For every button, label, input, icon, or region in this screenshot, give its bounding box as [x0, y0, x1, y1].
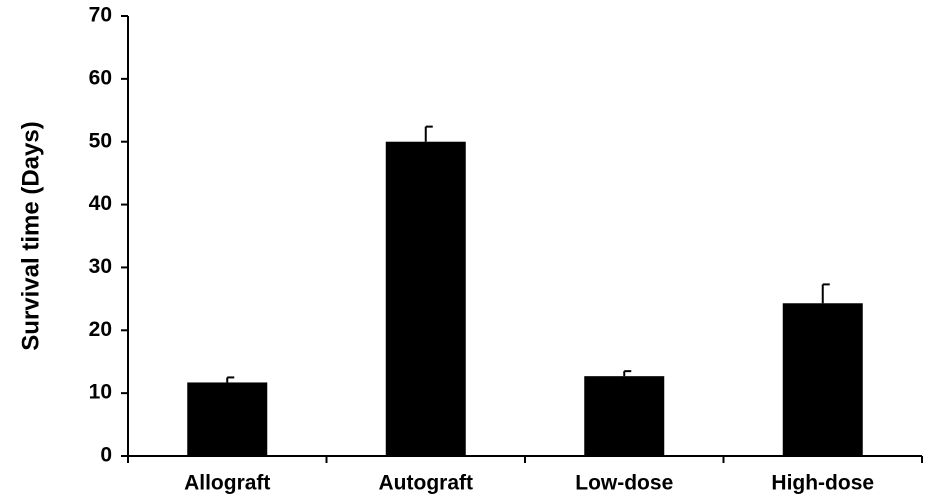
y-tick-label: 50: [89, 129, 112, 152]
y-tick-label: 0: [100, 444, 112, 467]
y-tick-label: 20: [89, 318, 112, 341]
y-tick-label: 40: [89, 192, 112, 215]
bar: [187, 382, 268, 456]
bar: [385, 141, 466, 456]
bar: [584, 376, 665, 456]
x-tick-label: Low-dose: [575, 472, 673, 495]
y-tick-label: 60: [89, 66, 112, 89]
y-tick-label: 70: [89, 4, 112, 27]
bar: [782, 303, 863, 456]
x-tick-label: Autograft: [379, 472, 473, 495]
y-tick-label: 10: [89, 381, 112, 404]
y-axis-label: Survival time (Days): [17, 121, 44, 350]
x-tick-label: High-dose: [771, 472, 874, 495]
y-tick-label: 30: [89, 255, 112, 278]
x-tick-label: Allograft: [184, 472, 270, 495]
